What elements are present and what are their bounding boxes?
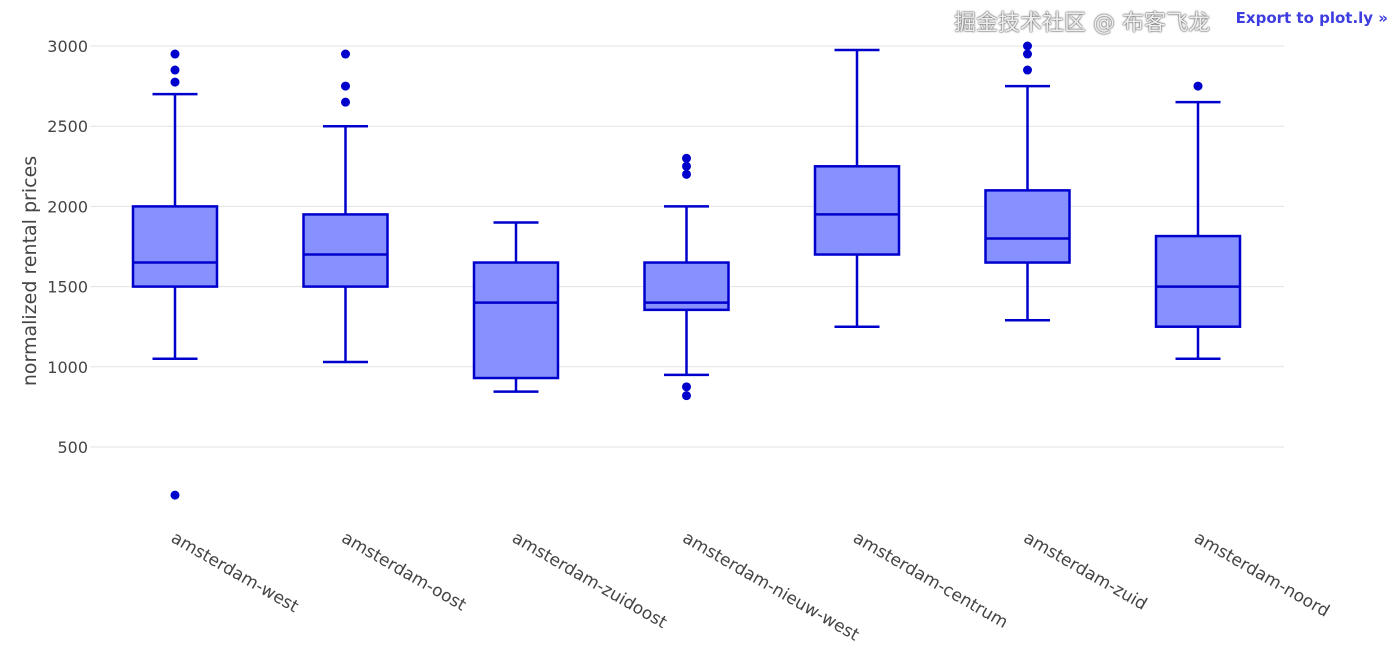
x-tick-label: amsterdam-west xyxy=(168,528,303,617)
boxes xyxy=(131,41,1242,500)
iqr-box xyxy=(472,261,560,380)
outlier-point xyxy=(170,77,180,87)
iqr-box xyxy=(131,205,219,288)
box-amsterdam-zuid xyxy=(984,41,1071,322)
outlier-point xyxy=(682,169,691,179)
y-tick-label: 1000 xyxy=(47,358,88,377)
y-tick-label: 3000 xyxy=(47,37,88,56)
y-tick-label: 2000 xyxy=(47,197,88,216)
x-axis-ticks: amsterdam-west amsterdam-oost amsterdam-zu… xyxy=(168,528,1333,646)
box-amsterdam-nieuw-west xyxy=(643,153,730,401)
y-axis-label: normalized rental prices xyxy=(19,156,41,386)
iqr-box xyxy=(813,165,901,256)
outlier-point xyxy=(1023,41,1032,51)
y-axis-ticks: 500 1000 1500 2000 2500 3000 xyxy=(47,37,88,457)
iqr-box xyxy=(302,213,389,288)
x-tick-label: amsterdam-centrum xyxy=(850,528,1012,633)
box-amsterdam-centrum xyxy=(813,48,901,328)
outlier-point xyxy=(341,49,350,59)
x-tick-label: amsterdam-zuid xyxy=(1020,528,1150,615)
outlier-point xyxy=(1023,49,1032,59)
box-amsterdam-west xyxy=(131,49,219,500)
outlier-point xyxy=(682,161,691,171)
export-to-plotly-link[interactable]: Export to plot.ly » xyxy=(1235,9,1388,27)
box-amsterdam-noord xyxy=(1154,81,1242,361)
y-tick-label: 500 xyxy=(57,438,88,457)
x-tick-label: amsterdam-noord xyxy=(1191,528,1333,622)
outlier-point xyxy=(341,97,350,107)
outlier-point xyxy=(1023,65,1032,75)
iqr-box xyxy=(984,189,1071,264)
outlier-point xyxy=(341,81,350,91)
y-tick-label: 1500 xyxy=(47,278,88,297)
box-amsterdam-oost xyxy=(302,49,389,364)
outlier-point xyxy=(682,391,691,401)
y-tick-label: 2500 xyxy=(47,117,88,136)
x-tick-label: amsterdam-nieuw-west xyxy=(679,528,863,646)
outlier-point xyxy=(1193,81,1203,91)
x-tick-label: amsterdam-oost xyxy=(338,528,470,616)
outlier-point xyxy=(170,490,180,500)
iqr-box xyxy=(1154,234,1242,328)
box-amsterdam-zuidoost xyxy=(472,221,560,393)
outlier-point xyxy=(682,153,691,163)
outlier-point xyxy=(170,65,180,75)
outlier-point xyxy=(170,49,180,59)
x-tick-label: amsterdam-zuidoost xyxy=(509,528,671,633)
outlier-point xyxy=(682,382,691,392)
